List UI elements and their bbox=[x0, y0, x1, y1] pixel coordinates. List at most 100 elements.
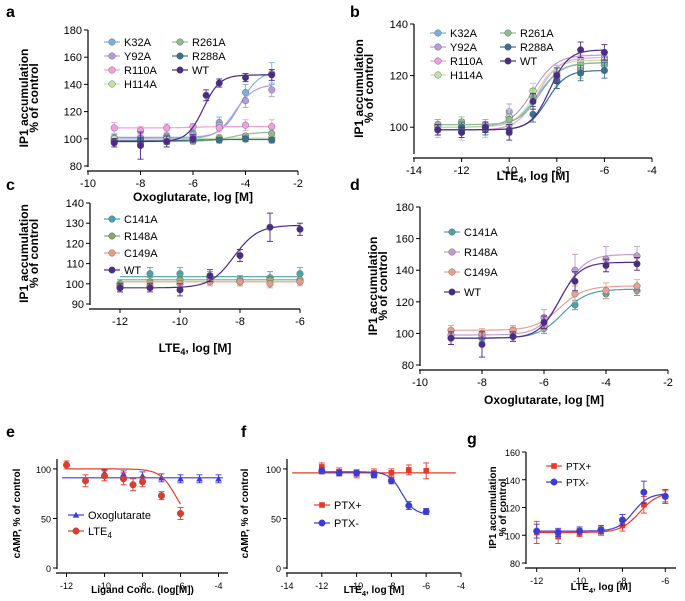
legend-marker bbox=[108, 80, 116, 88]
legend-marker bbox=[434, 43, 442, 51]
x-tick-label: -2 bbox=[663, 377, 673, 389]
fit-curve bbox=[437, 62, 605, 126]
x-tick-label: -6 bbox=[600, 165, 610, 177]
data-point bbox=[196, 475, 203, 482]
legend-label: K32A bbox=[450, 28, 478, 40]
data-point bbox=[189, 135, 197, 143]
data-point bbox=[576, 527, 584, 535]
data-point bbox=[370, 471, 378, 479]
legend-marker bbox=[108, 215, 116, 223]
data-point bbox=[602, 287, 610, 295]
y-tick-label: 0 bbox=[276, 564, 281, 574]
legend-label: C141A bbox=[464, 227, 498, 239]
y-tick-label: 100 bbox=[505, 531, 520, 541]
data-point bbox=[296, 278, 304, 286]
x-tick-label: -10 bbox=[172, 316, 188, 328]
y-tick-label: 130 bbox=[66, 218, 84, 230]
chart-panel-f: 0 50 100 -14 -12 -10 -8 -6 -4 LTE4, log [M] cAMP, … bbox=[240, 459, 465, 598]
x-tick-label: -2 bbox=[293, 178, 303, 190]
legend-label: R261A bbox=[520, 28, 554, 40]
y-tick-label: 180 bbox=[64, 25, 82, 37]
y-axis-title: % of control bbox=[376, 251, 390, 320]
x-axis-title: LTE4, log [M] bbox=[497, 169, 570, 185]
data-point bbox=[110, 139, 118, 147]
y-tick-label: 100 bbox=[390, 122, 408, 134]
data-point bbox=[116, 284, 124, 292]
x-tick-label: -8 bbox=[136, 178, 146, 190]
data-point bbox=[63, 461, 71, 469]
legend-marker bbox=[108, 232, 116, 240]
data-point bbox=[405, 467, 412, 473]
panel-label-g: g bbox=[467, 431, 477, 448]
data-point bbox=[597, 526, 605, 534]
data-point bbox=[129, 481, 137, 489]
legend: PTX+ PTX- bbox=[314, 500, 362, 530]
x-tick-label: -6 bbox=[188, 178, 198, 190]
y-tick-label: 90 bbox=[72, 299, 84, 311]
x-axis-title: LTE4, log [M] bbox=[344, 585, 405, 598]
data-point bbox=[571, 277, 579, 285]
data-point bbox=[146, 270, 154, 278]
x-tick-label: -6 bbox=[539, 377, 549, 389]
data-point bbox=[215, 475, 222, 482]
data-point bbox=[422, 508, 430, 516]
legend-marker bbox=[108, 38, 116, 46]
data-point bbox=[600, 66, 608, 74]
x-tick-label: -14 bbox=[280, 581, 293, 591]
legend-marker bbox=[504, 57, 512, 65]
legend-marker bbox=[108, 66, 116, 74]
data-point bbox=[163, 124, 171, 132]
x-tick-label: -4 bbox=[214, 581, 222, 591]
legend-marker bbox=[176, 38, 184, 46]
data-point bbox=[266, 223, 274, 231]
legend-label: PTX- bbox=[334, 518, 359, 530]
fit-curve bbox=[437, 59, 605, 128]
legend-label: LTE4 bbox=[88, 526, 112, 540]
data-point bbox=[529, 110, 537, 118]
data-point bbox=[241, 74, 249, 82]
x-axis-title: Oxoglutarate, log [M] bbox=[133, 190, 253, 204]
legend: C141A R148A C149A WT bbox=[104, 214, 158, 277]
legend-marker bbox=[434, 29, 442, 37]
data-point bbox=[146, 284, 154, 292]
legend-marker bbox=[72, 527, 80, 535]
x-tick-label: -6 bbox=[295, 316, 305, 328]
x-axis-title: Ligand Conc. (log[M]) bbox=[91, 585, 194, 596]
legend-marker bbox=[504, 29, 512, 37]
x-tick-label: -6 bbox=[176, 581, 184, 591]
data-point bbox=[266, 280, 274, 288]
data-point bbox=[81, 477, 89, 485]
data-point bbox=[241, 97, 249, 105]
legend-label: R110A bbox=[124, 65, 157, 77]
legend-label: WT bbox=[124, 265, 141, 277]
panel-label-e: e bbox=[6, 424, 15, 441]
legend-marker bbox=[318, 519, 326, 527]
x-tick-label: -4 bbox=[457, 581, 465, 591]
data-point bbox=[119, 475, 127, 483]
legend-label: R148A bbox=[464, 247, 498, 259]
legend-label: K32A bbox=[124, 37, 152, 49]
legend-marker bbox=[72, 511, 80, 518]
data-point bbox=[268, 136, 276, 144]
legend-label: R288A bbox=[520, 42, 554, 54]
data-point bbox=[505, 128, 513, 136]
panel-label-f: f bbox=[241, 424, 247, 441]
y-tick-label: 140 bbox=[66, 198, 84, 210]
data-point bbox=[505, 115, 513, 123]
x-axis-title: LTE4, log [M] bbox=[159, 341, 232, 357]
y-tick-label: 50 bbox=[271, 514, 281, 524]
data-point bbox=[423, 468, 430, 474]
y-tick-label: 50 bbox=[41, 514, 51, 524]
data-point bbox=[633, 282, 641, 290]
y-axis-title: % of control bbox=[498, 478, 509, 536]
chart-panel-d: 80 100 120 140 160 180 -10 -8 -6 -4 -2 Oxoglutarate… bbox=[366, 202, 673, 407]
chart-panel-e: 0 50 100 -12 -10 -8 -6 -4 Ligand Conc. (log[M]) c… bbox=[12, 459, 228, 596]
x-tick-label: -4 bbox=[647, 165, 657, 177]
y-axis-title: cAMP, % of control bbox=[12, 468, 23, 558]
x-tick-label: -4 bbox=[601, 377, 611, 389]
x-tick-label: -10 bbox=[412, 377, 428, 389]
legend-marker bbox=[319, 502, 325, 508]
y-tick-label: 80 bbox=[70, 161, 82, 173]
legend-marker bbox=[551, 463, 557, 469]
